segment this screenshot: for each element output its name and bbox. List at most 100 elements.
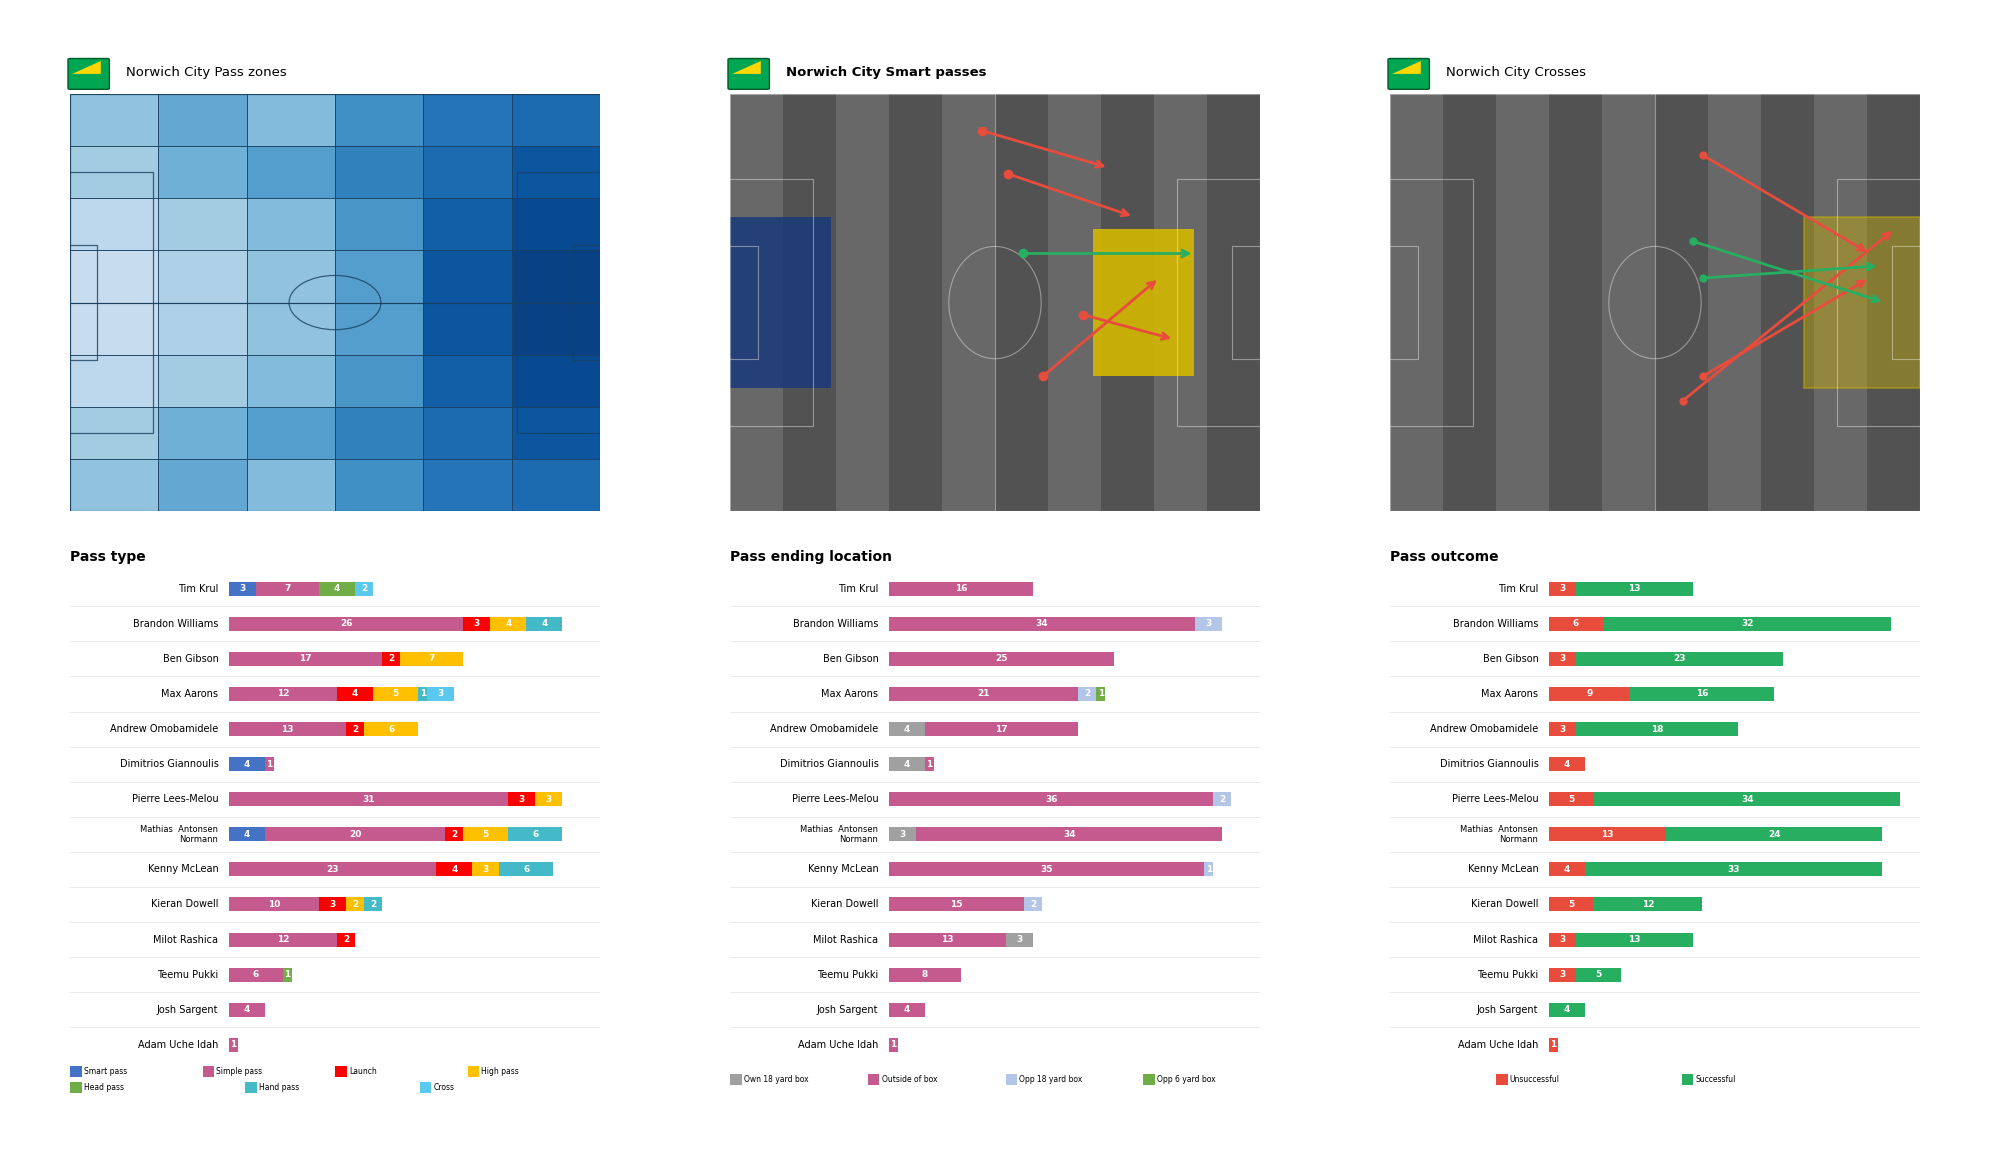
Text: 2: 2 <box>1220 794 1226 804</box>
Text: 4: 4 <box>542 619 548 629</box>
Bar <box>246 303 336 355</box>
Text: Tim Krul: Tim Krul <box>838 584 878 593</box>
Bar <box>70 146 158 199</box>
Text: 34: 34 <box>1062 830 1076 839</box>
Bar <box>336 146 424 199</box>
Bar <box>338 933 356 947</box>
Bar <box>512 407 600 459</box>
Text: 17: 17 <box>300 654 312 664</box>
Bar <box>70 355 158 407</box>
Bar <box>266 827 446 841</box>
Bar <box>420 1082 432 1093</box>
Text: 32: 32 <box>1740 619 1754 629</box>
Text: Kieran Dowell: Kieran Dowell <box>1470 900 1538 909</box>
Bar <box>246 407 336 459</box>
Text: 4: 4 <box>452 865 458 874</box>
Bar <box>70 459 158 511</box>
Text: Kieran Dowell: Kieran Dowell <box>810 900 878 909</box>
Text: Kieran Dowell: Kieran Dowell <box>150 900 218 909</box>
Text: 1: 1 <box>420 690 426 698</box>
Bar <box>888 968 962 981</box>
Text: 1: 1 <box>266 760 272 768</box>
Text: High pass: High pass <box>482 1067 520 1076</box>
Text: 2: 2 <box>362 584 368 593</box>
Bar <box>512 459 600 511</box>
Text: 3: 3 <box>1560 654 1566 664</box>
Text: 31: 31 <box>362 794 374 804</box>
Text: 1: 1 <box>230 1040 236 1049</box>
Bar <box>1196 617 1222 631</box>
Bar <box>512 355 600 407</box>
Bar <box>1048 94 1100 511</box>
Bar <box>888 933 1006 947</box>
Bar <box>1576 968 1622 981</box>
Bar <box>364 723 418 736</box>
Text: 6: 6 <box>1572 619 1580 629</box>
Bar <box>1096 687 1106 701</box>
Text: Mathias  Antonsen
Normann: Mathias Antonsen Normann <box>140 825 218 844</box>
Bar <box>424 407 512 459</box>
Bar <box>1006 933 1034 947</box>
Bar <box>320 898 346 912</box>
Text: Outside of box: Outside of box <box>882 1075 938 1083</box>
Bar <box>70 199 158 250</box>
Bar <box>942 94 996 511</box>
Bar <box>1548 968 1576 981</box>
Bar <box>888 862 1204 877</box>
Bar <box>374 687 418 701</box>
Text: 7: 7 <box>284 584 290 593</box>
Bar <box>1094 229 1194 376</box>
Text: 4: 4 <box>244 760 250 768</box>
Bar <box>1548 617 1604 631</box>
Bar <box>508 827 562 841</box>
Bar <box>836 94 888 511</box>
Bar <box>1586 862 1882 877</box>
Text: 3: 3 <box>438 690 444 698</box>
Text: 4: 4 <box>334 584 340 593</box>
Bar <box>424 303 512 355</box>
Text: 12: 12 <box>276 690 290 698</box>
Bar <box>1208 94 1260 511</box>
Bar <box>490 617 526 631</box>
Text: Teemu Pukki: Teemu Pukki <box>158 969 218 980</box>
Text: 4: 4 <box>1564 865 1570 874</box>
Text: 5: 5 <box>482 830 488 839</box>
Text: 6: 6 <box>524 865 530 874</box>
Text: 3: 3 <box>1560 971 1566 979</box>
Text: Opp 6 yard box: Opp 6 yard box <box>1158 1075 1216 1083</box>
Bar <box>512 94 600 146</box>
Bar <box>158 459 246 511</box>
Text: 4: 4 <box>904 760 910 768</box>
Bar <box>356 582 374 596</box>
Text: 7: 7 <box>428 654 434 664</box>
Text: 23: 23 <box>326 865 338 874</box>
Bar <box>500 862 554 877</box>
Bar <box>230 827 266 841</box>
Bar <box>230 968 284 981</box>
Bar <box>338 687 374 701</box>
Text: 4: 4 <box>244 830 250 839</box>
Text: Successful: Successful <box>1696 1075 1736 1083</box>
Bar <box>888 94 942 511</box>
Bar <box>1496 1074 1508 1085</box>
Bar <box>336 250 424 303</box>
Bar <box>526 617 562 631</box>
Bar <box>246 199 336 250</box>
Text: 2: 2 <box>1084 690 1090 698</box>
Text: 6: 6 <box>388 725 394 733</box>
Text: 3: 3 <box>518 794 524 804</box>
Text: 25: 25 <box>996 654 1008 664</box>
Bar <box>70 1066 82 1077</box>
Bar <box>888 1002 926 1016</box>
Text: Pierre Lees-Melou: Pierre Lees-Melou <box>1452 794 1538 804</box>
Text: 2: 2 <box>452 830 458 839</box>
Bar <box>888 827 916 841</box>
Bar <box>512 146 600 199</box>
Bar <box>730 94 784 511</box>
Text: Milot Rashica: Milot Rashica <box>1474 934 1538 945</box>
Bar <box>70 94 158 146</box>
Bar <box>336 1066 346 1077</box>
Bar <box>158 94 246 146</box>
Text: Josh Sargent: Josh Sargent <box>1476 1005 1538 1015</box>
Bar <box>888 617 1196 631</box>
